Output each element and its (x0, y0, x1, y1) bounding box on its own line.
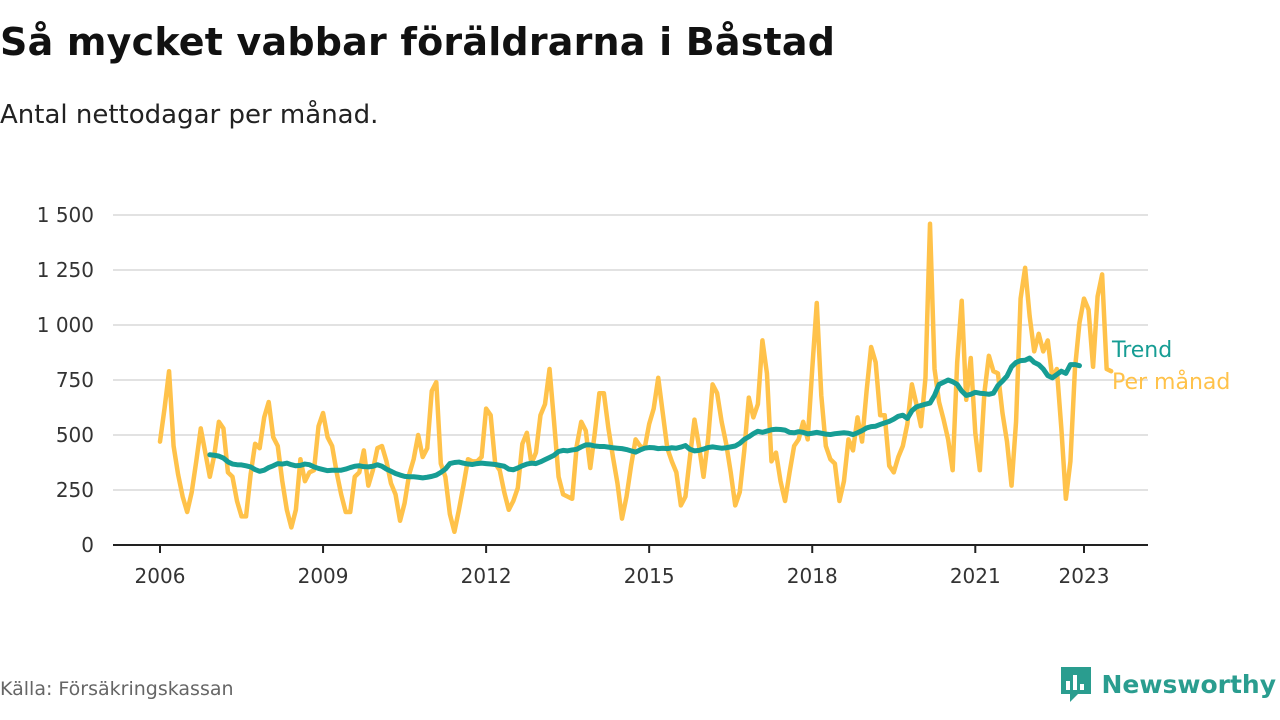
y-tick-label: 500 (56, 423, 94, 447)
y-tick-label: 1 250 (37, 258, 94, 282)
brand-logo: Newsworthy (1058, 664, 1277, 704)
x-axis-ticks: 2006 2009 2012 2015 2018 2021 2023 (135, 545, 1110, 588)
x-tick-label: 2012 (461, 564, 512, 588)
x-tick-label: 2015 (624, 564, 675, 588)
series-line-trend (207, 355, 1082, 481)
x-tick-label: 2023 (1059, 564, 1110, 588)
series-line-per-manad (157, 221, 1114, 535)
y-tick-label: 1 000 (37, 313, 94, 337)
y-tick-label: 0 (81, 533, 94, 557)
y-axis-ticks: 0 250 500 750 1 000 1 250 1 500 (37, 203, 94, 557)
y-tick-label: 250 (56, 478, 94, 502)
source-note: Källa: Försäkringskassan (0, 678, 234, 700)
series-label-trend: Trend (1111, 338, 1172, 363)
y-tick-label: 750 (56, 368, 94, 392)
y-tick-label: 1 500 (37, 203, 94, 227)
grid-lines (113, 214, 1148, 546)
x-tick-label: 2006 (135, 564, 186, 588)
x-tick-label: 2021 (950, 564, 1001, 588)
series-label-per-manad: Per månad (1112, 369, 1230, 395)
brand-name: Newsworthy (1101, 669, 1277, 699)
x-tick-label: 2018 (787, 564, 838, 588)
bar-chart-logo-icon (1060, 667, 1091, 702)
x-tick-label: 2009 (298, 564, 349, 588)
chart-title: Så mycket vabbar föräldrarna i Båstad (0, 20, 836, 64)
chart-subtitle: Antal nettodagar per månad. (0, 100, 379, 130)
